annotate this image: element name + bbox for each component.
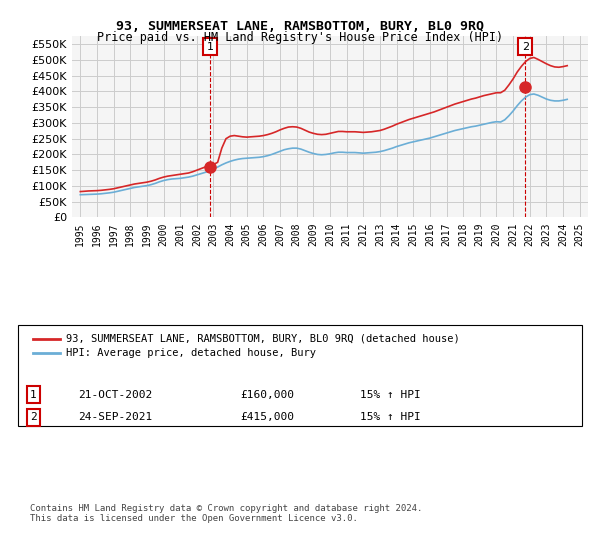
Text: Contains HM Land Registry data © Crown copyright and database right 2024.
This d: Contains HM Land Registry data © Crown c… [30,504,422,524]
Text: £160,000: £160,000 [240,390,294,400]
Text: 1: 1 [30,390,37,400]
Text: 21-OCT-2002: 21-OCT-2002 [78,390,152,400]
Text: 15% ↑ HPI: 15% ↑ HPI [360,412,421,422]
Text: 93, SUMMERSEAT LANE, RAMSBOTTOM, BURY, BL0 9RQ: 93, SUMMERSEAT LANE, RAMSBOTTOM, BURY, B… [116,20,484,32]
Text: 2: 2 [30,412,37,422]
Text: 93, SUMMERSEAT LANE, RAMSBOTTOM, BURY, BL0 9RQ (detached house): 93, SUMMERSEAT LANE, RAMSBOTTOM, BURY, B… [66,334,460,344]
Text: 24-SEP-2021: 24-SEP-2021 [78,412,152,422]
Text: 2: 2 [521,42,529,52]
Text: HPI: Average price, detached house, Bury: HPI: Average price, detached house, Bury [66,348,316,358]
Text: Price paid vs. HM Land Registry's House Price Index (HPI): Price paid vs. HM Land Registry's House … [97,31,503,44]
Text: 15% ↑ HPI: 15% ↑ HPI [360,390,421,400]
Text: £415,000: £415,000 [240,412,294,422]
Text: 1: 1 [206,42,214,52]
